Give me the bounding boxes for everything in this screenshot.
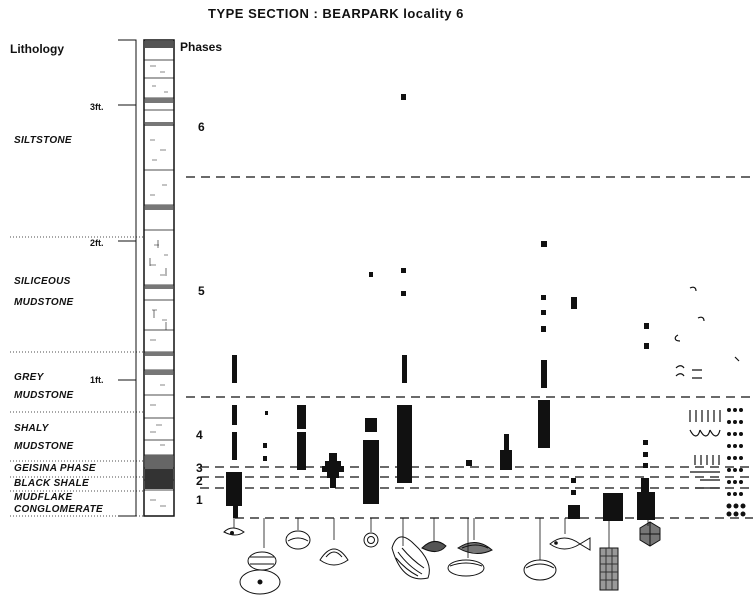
phase-boundaries [186,176,753,519]
phases-header: Phases [180,40,223,54]
column-fill [145,41,173,507]
scale-label-3ft: 3ft. [90,102,104,112]
unit-siliceous-line1: SILICEOUS [14,276,71,287]
phase-3: 3 [196,461,203,475]
pebble-icon [391,536,430,580]
fossil-icons [223,521,661,595]
range-bar-8 [500,434,512,470]
phase-1: 1 [196,493,203,507]
scale-label-1ft: 1ft. [90,375,104,385]
phase-5: 5 [198,284,205,298]
scale-label-2ft: 2ft. [90,238,104,248]
icon-leaders [233,518,649,560]
range-bar-5 [363,272,379,504]
lithology-header: Lithology [10,42,64,56]
trace-fossil-marks [674,286,740,489]
clam-icon [239,551,281,595]
unit-mudflake-line2: CONGLOMERATE [14,504,103,515]
snail-icon [319,548,349,566]
phase-4: 4 [196,428,203,442]
unit-geisina: GEISINA PHASE [14,463,96,474]
range-bar-3 [297,405,306,470]
clam-icon [421,541,447,552]
unit-grey-line1: GREY [14,372,44,383]
unit-siltstone: SILTSTONE [14,135,72,146]
unit-shaly-line1: SHALY [14,423,49,434]
column-brackets [118,39,137,517]
shell-icon [223,527,245,536]
diagram-title: TYPE SECTION : BEARPARK locality 6 [208,6,464,21]
lithology-column [143,39,175,517]
range-bars [226,94,655,521]
unit-siliceous-line2: MUDSTONE [14,297,74,308]
range-bar-6 [397,94,412,483]
range-bar-7 [466,460,472,466]
coprolite-icon [599,547,619,591]
range-bar-10 [568,297,580,519]
fish-icon [549,537,591,551]
unit-shaly-line2: MUDSTONE [14,441,74,452]
unit-grey-line2: MUDSTONE [14,390,74,401]
unit-mudflake-line1: MUDFLAKE [14,492,73,503]
plant-icon [639,521,661,547]
range-bar-9 [538,241,550,448]
unit-black-shale: BLACK SHALE [14,478,89,489]
burrow-dots [726,408,746,517]
phase-2: 2 [196,474,203,488]
range-bar-4 [322,453,344,488]
range-bar-11 [603,493,623,521]
mussel-icon [363,532,379,548]
phase-6: 6 [198,120,205,134]
range-bar-12 [637,323,655,520]
lithology-dividers [10,236,144,517]
range-bar-1 [226,355,242,518]
range-bar-2 [263,411,268,461]
bivalve-icon [285,530,311,550]
